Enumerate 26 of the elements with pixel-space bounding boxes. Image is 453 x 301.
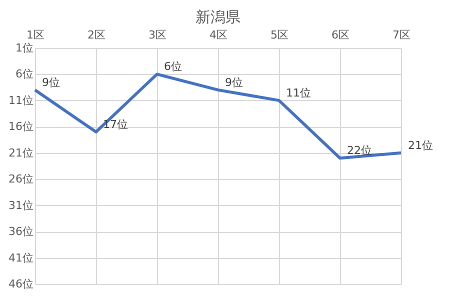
y-tick-label: 36位 [8, 225, 34, 238]
data-label: 9位 [42, 76, 60, 89]
y-tick-label: 11位 [8, 94, 34, 107]
data-label: 21位 [408, 138, 433, 152]
data-label: 11位 [286, 86, 311, 100]
data-label: 9位 [225, 76, 243, 89]
line-series [34, 72, 402, 160]
y-tick-label: 6位 [16, 68, 34, 81]
data-label: 6位 [164, 60, 182, 74]
x-tick-label: 5区 [270, 28, 288, 42]
x-tick-label: 6区 [332, 28, 350, 42]
x-tick-label: 1区 [26, 28, 44, 42]
data-label: 17位 [103, 118, 128, 131]
y-tick-label: 21位 [8, 146, 34, 160]
chart-title: 新潟県 [196, 8, 240, 26]
y-tick-label: 26位 [8, 172, 34, 186]
y-tick-label: 16位 [8, 120, 34, 134]
y-tick-label: 46位 [8, 278, 34, 290]
x-tick-label: 4区 [210, 28, 228, 42]
y-tick-label: 1位 [16, 42, 34, 54]
data-label: 22位 [347, 144, 372, 158]
x-tick-label: 3区 [148, 28, 166, 42]
y-tick-label: 41位 [8, 251, 34, 264]
x-tick-label: 7区 [392, 28, 410, 42]
y-tick-label: 31位 [8, 198, 34, 212]
x-tick-label: 2区 [88, 28, 106, 42]
